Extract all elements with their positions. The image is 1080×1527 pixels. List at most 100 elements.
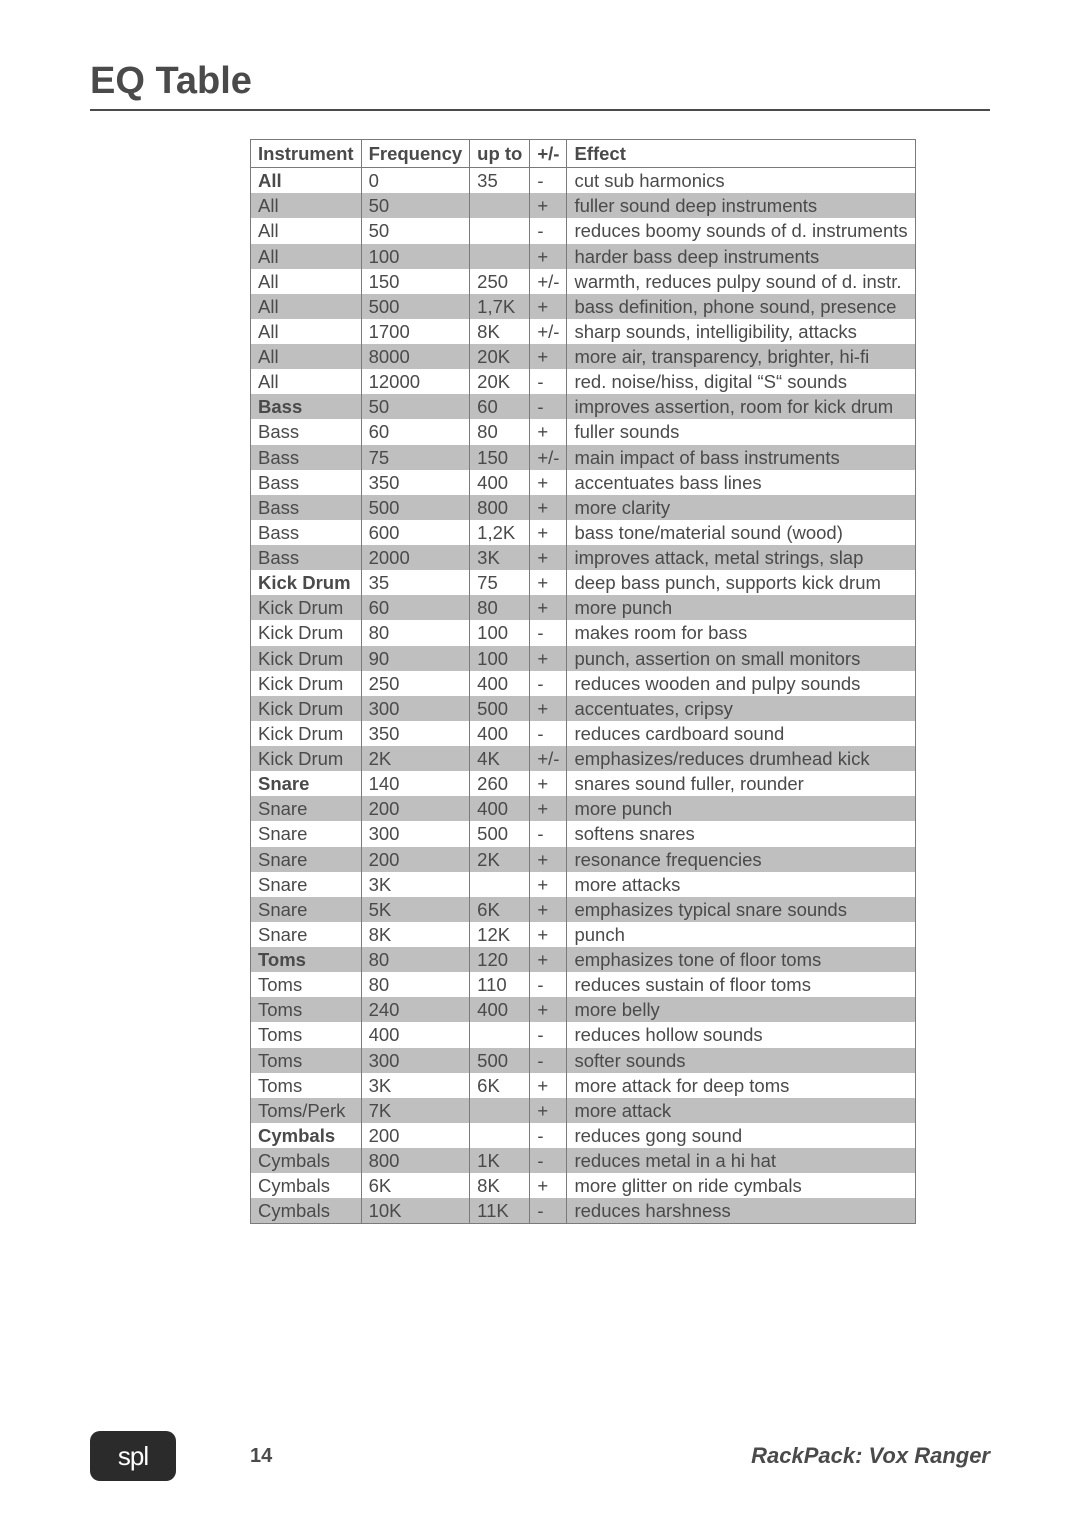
- table-cell: 3K: [361, 872, 470, 897]
- table-cell: All: [251, 218, 362, 243]
- table-cell: +: [530, 419, 567, 444]
- table-cell: 100: [470, 646, 530, 671]
- table-cell: 120: [470, 947, 530, 972]
- table-cell: 20K: [470, 344, 530, 369]
- table-cell: Toms: [251, 1073, 362, 1098]
- table-cell: more clarity: [567, 495, 915, 520]
- table-row: All100+harder bass deep instruments: [251, 244, 916, 269]
- table-cell: All: [251, 168, 362, 194]
- table-cell: Bass: [251, 470, 362, 495]
- table-cell: +: [530, 470, 567, 495]
- table-cell: 6K: [470, 1073, 530, 1098]
- table-row: Kick Drum6080+more punch: [251, 595, 916, 620]
- brand-logo: spl: [90, 1431, 176, 1481]
- table-cell: +: [530, 344, 567, 369]
- table-cell: [470, 872, 530, 897]
- table-cell: 80: [470, 419, 530, 444]
- table-cell: -: [530, 1022, 567, 1047]
- table-cell: Toms: [251, 947, 362, 972]
- footer: spl 14 RackPack: Vox Ranger: [90, 1431, 990, 1481]
- table-cell: 50: [361, 218, 470, 243]
- table-cell: 1K: [470, 1148, 530, 1173]
- table-cell: Bass: [251, 445, 362, 470]
- table-cell: Toms: [251, 972, 362, 997]
- table-cell: -: [530, 671, 567, 696]
- table-cell: +: [530, 897, 567, 922]
- table-cell: 35: [470, 168, 530, 194]
- table-cell: 250: [470, 269, 530, 294]
- table-cell: 60: [361, 419, 470, 444]
- table-cell: punch: [567, 922, 915, 947]
- table-cell: 400: [470, 997, 530, 1022]
- table-row: All150250+/-warmth, reduces pulpy sound …: [251, 269, 916, 294]
- table-cell: +: [530, 495, 567, 520]
- table-cell: 250: [361, 671, 470, 696]
- table-cell: 80: [470, 595, 530, 620]
- table-row: Kick Drum350400-reduces cardboard sound: [251, 721, 916, 746]
- table-cell: -: [530, 620, 567, 645]
- table-cell: 60: [361, 595, 470, 620]
- table-cell: Bass: [251, 394, 362, 419]
- table-cell: more attack: [567, 1098, 915, 1123]
- table-cell: +: [530, 872, 567, 897]
- table-cell: +/-: [530, 445, 567, 470]
- table-cell: reduces boomy sounds of d. instruments: [567, 218, 915, 243]
- table-cell: 8K: [361, 922, 470, 947]
- table-cell: 8K: [470, 319, 530, 344]
- table-cell: 80: [361, 947, 470, 972]
- table-row: Bass20003K+improves attack, metal string…: [251, 545, 916, 570]
- table-cell: -: [530, 369, 567, 394]
- table-cell: makes room for bass: [567, 620, 915, 645]
- table-cell: 350: [361, 721, 470, 746]
- table-cell: 0: [361, 168, 470, 194]
- table-cell: accentuates, cripsy: [567, 696, 915, 721]
- table-row: All17008K+/-sharp sounds, intelligibilit…: [251, 319, 916, 344]
- table-cell: +: [530, 294, 567, 319]
- table-cell: reduces metal in a hi hat: [567, 1148, 915, 1173]
- table-cell: +/-: [530, 269, 567, 294]
- table-cell: [470, 193, 530, 218]
- table-cell: -: [530, 1148, 567, 1173]
- table-cell: more belly: [567, 997, 915, 1022]
- table-cell: [470, 1098, 530, 1123]
- table-row: Snare200400+more punch: [251, 796, 916, 821]
- table-cell: 110: [470, 972, 530, 997]
- table-cell: fuller sounds: [567, 419, 915, 444]
- table-cell: Snare: [251, 847, 362, 872]
- table-cell: +/-: [530, 319, 567, 344]
- table-cell: +: [530, 997, 567, 1022]
- table-cell: 1,7K: [470, 294, 530, 319]
- table-cell: 80: [361, 972, 470, 997]
- table-row: Toms80110-reduces sustain of floor toms: [251, 972, 916, 997]
- table-cell: 150: [470, 445, 530, 470]
- table-cell: bass tone/material sound (wood): [567, 520, 915, 545]
- table-cell: softer sounds: [567, 1048, 915, 1073]
- table-cell: +: [530, 847, 567, 872]
- table-cell: 1700: [361, 319, 470, 344]
- table-cell: +: [530, 1173, 567, 1198]
- table-cell: 12K: [470, 922, 530, 947]
- table-cell: +: [530, 796, 567, 821]
- col-frequency: Frequency: [361, 140, 470, 168]
- table-cell: reduces hollow sounds: [567, 1022, 915, 1047]
- table-row: Kick Drum3575+deep bass punch, supports …: [251, 570, 916, 595]
- table-cell: All: [251, 294, 362, 319]
- table-cell: 12000: [361, 369, 470, 394]
- table-cell: 6K: [470, 897, 530, 922]
- table-cell: 200: [361, 796, 470, 821]
- table-row: Kick Drum250400-reduces wooden and pulpy…: [251, 671, 916, 696]
- table-row: Toms240400+more belly: [251, 997, 916, 1022]
- table-cell: 1,2K: [470, 520, 530, 545]
- table-row: Toms/Perk7K+more attack: [251, 1098, 916, 1123]
- table-header-row: Instrument Frequency up to +/- Effect: [251, 140, 916, 168]
- table-cell: +: [530, 570, 567, 595]
- table-cell: Snare: [251, 771, 362, 796]
- table-cell: 600: [361, 520, 470, 545]
- table-cell: +: [530, 922, 567, 947]
- table-cell: 400: [470, 721, 530, 746]
- table-cell: resonance frequencies: [567, 847, 915, 872]
- table-cell: 350: [361, 470, 470, 495]
- table-cell: Snare: [251, 897, 362, 922]
- table-cell: 140: [361, 771, 470, 796]
- table-cell: 400: [361, 1022, 470, 1047]
